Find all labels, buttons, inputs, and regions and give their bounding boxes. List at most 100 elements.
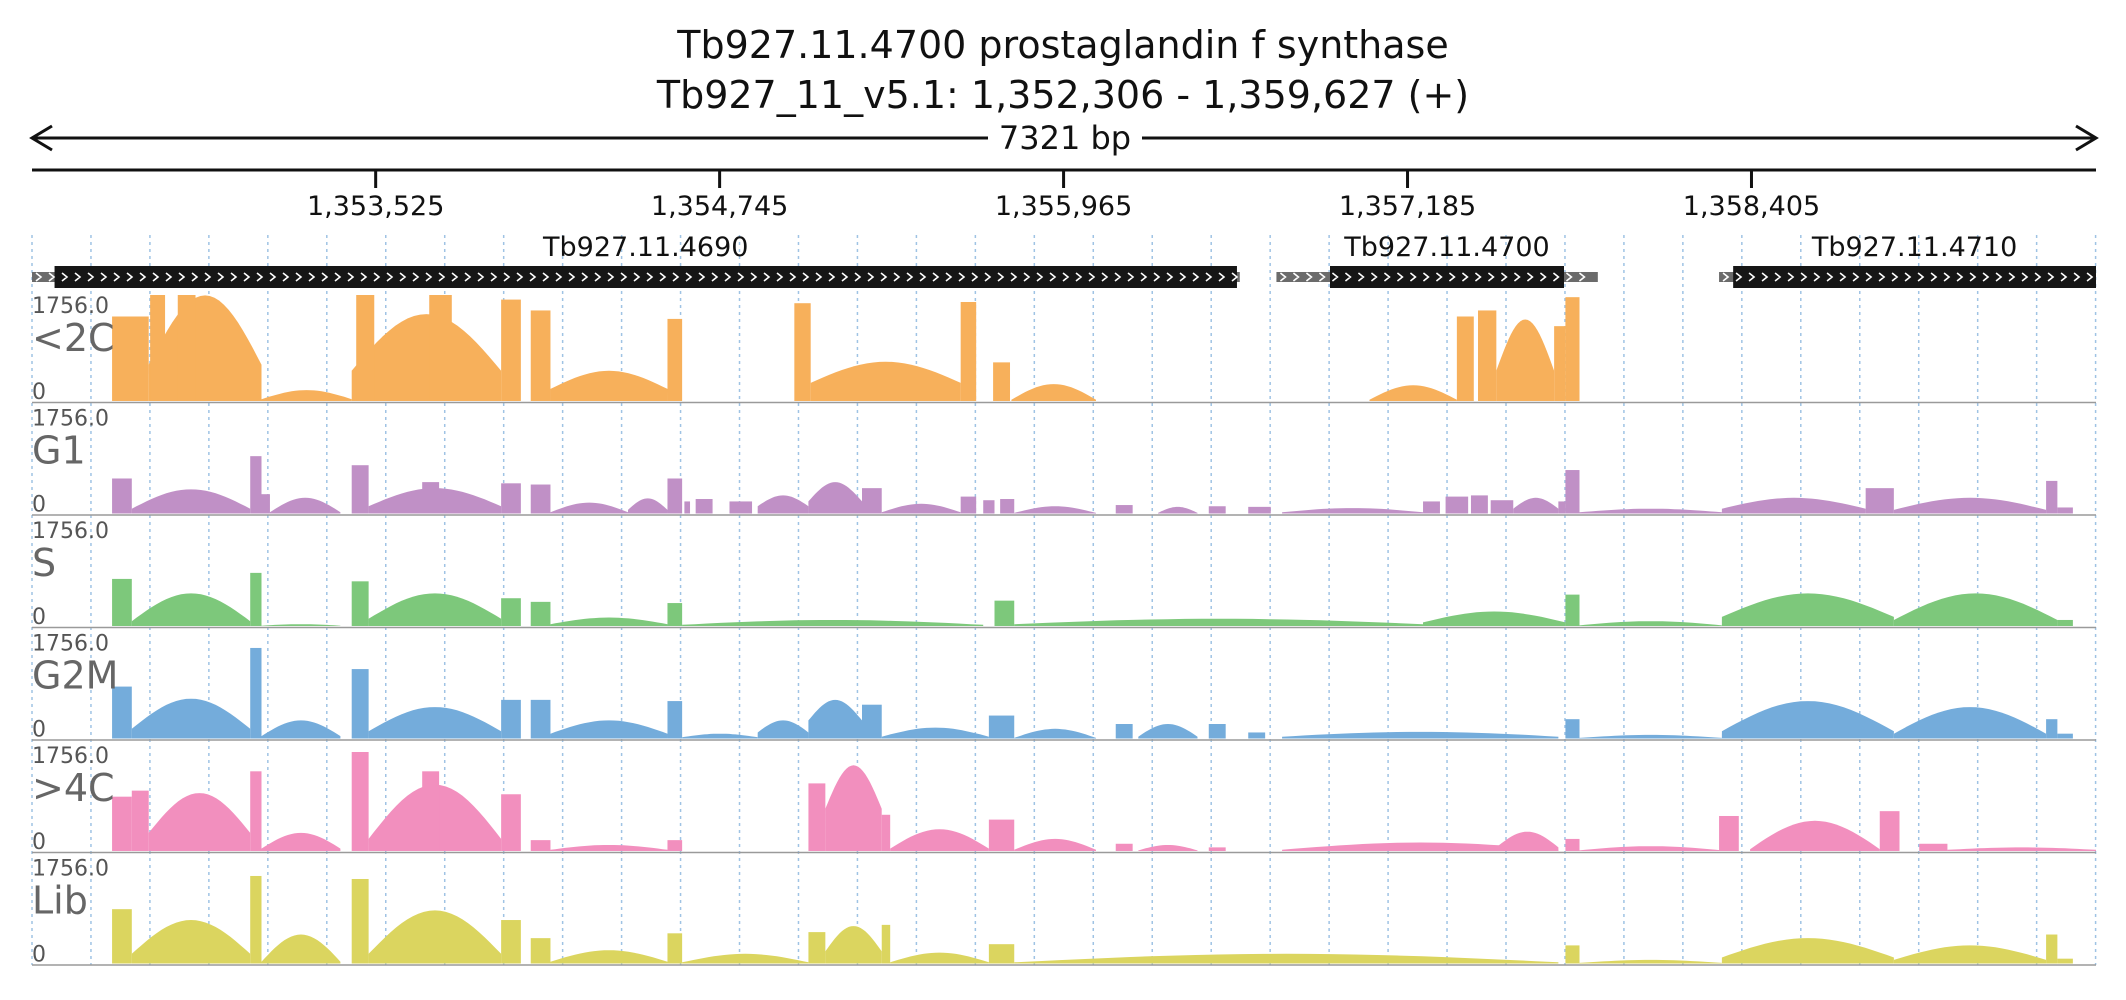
coverage-area <box>1579 621 1722 626</box>
y-min-label: 0 <box>32 493 46 518</box>
coverage-bar <box>861 488 882 514</box>
coverage-area <box>550 720 668 739</box>
coverage-bar <box>351 465 369 514</box>
coverage-bar <box>112 316 149 401</box>
coverage-bar <box>177 295 196 401</box>
coverage-area <box>1011 384 1096 401</box>
coverage-bar <box>808 783 826 851</box>
coverage-bar <box>1115 724 1133 739</box>
coverage-bar <box>983 500 995 514</box>
coverage-area <box>682 733 758 739</box>
coverage-area <box>1893 497 2047 514</box>
coverage-area <box>261 624 341 626</box>
coverage-bar <box>1470 495 1488 514</box>
coverage-bar <box>2057 733 2073 739</box>
gene-cds <box>1733 266 2096 288</box>
coverage-bar <box>501 299 521 401</box>
coverage-area <box>1579 734 1722 739</box>
coverage-area <box>368 707 502 739</box>
coverage-bar <box>667 603 683 626</box>
coverage-area <box>1158 506 1198 514</box>
coverage-bar <box>667 840 683 851</box>
coverage-bar <box>250 647 262 739</box>
coverage-bar <box>988 944 1015 964</box>
coverage-bar <box>112 478 132 514</box>
coverage-bar <box>112 909 132 964</box>
coverage-area <box>1496 831 1559 851</box>
coverage-bar <box>960 496 977 514</box>
gene-label: Tb927.11.4690 <box>542 232 748 263</box>
coverage-bar <box>695 499 713 514</box>
coverage-area <box>148 793 251 851</box>
coverage-bar <box>501 794 521 851</box>
coverage-bar <box>1565 719 1580 739</box>
coverage-area <box>1513 497 1559 514</box>
coverage-area <box>1893 707 2047 739</box>
coverage-bar <box>1565 838 1580 851</box>
coverage-area <box>131 593 251 626</box>
coverage-bar <box>429 295 452 401</box>
gene-label: Tb927.11.4700 <box>1343 232 1549 263</box>
coverage-area <box>757 720 809 739</box>
coverage-area <box>261 390 352 401</box>
coverage-bar <box>1719 815 1739 851</box>
y-min-label: 0 <box>32 605 46 630</box>
chart-title: Tb927.11.4700 prostaglandin f synthase <box>676 23 1448 67</box>
coverage-bar <box>1445 496 1469 514</box>
track-6: 1756.0 0 Lib <box>32 857 2096 968</box>
coverage-area <box>1282 842 1559 851</box>
coverage-area <box>1014 506 1096 514</box>
coverage-bar <box>1554 326 1566 401</box>
y-min-label: 0 <box>32 718 46 743</box>
x-tick-label: 1,357,185 <box>1339 191 1476 222</box>
coverage-bar <box>1478 310 1497 401</box>
coverage-bar <box>351 669 369 739</box>
coverage-bar <box>881 814 891 851</box>
coverage-bar <box>501 598 521 626</box>
y-max-label: 1756.0 <box>32 407 109 432</box>
coverage-area <box>1750 820 1880 851</box>
x-tick-label: 1,358,405 <box>1683 191 1820 222</box>
coverage-bar <box>1565 297 1580 401</box>
coverage-bar <box>1208 506 1226 514</box>
coverage-area <box>269 497 341 514</box>
span-length-label: 7321 bp <box>999 119 1131 157</box>
coverage-bar <box>530 601 551 626</box>
x-tick-label: 1,355,965 <box>995 191 1132 222</box>
coverage-bar <box>501 920 521 964</box>
coverage-bar <box>1565 594 1580 626</box>
coverage-bar <box>881 924 891 964</box>
coverage-area <box>261 832 341 851</box>
coverage-area <box>1014 953 1559 964</box>
coverage-bar <box>1208 847 1226 851</box>
coverage-bar <box>530 699 551 739</box>
coverage-area <box>550 370 668 401</box>
coverage-area <box>550 617 668 626</box>
coverage-area <box>1014 728 1096 739</box>
strand-arrows <box>1279 272 1586 282</box>
coverage-bar <box>667 933 683 964</box>
coverage-bar <box>988 715 1015 739</box>
coverage-area <box>825 926 882 964</box>
coverage-area <box>368 910 502 964</box>
coverage-area <box>1947 847 2096 851</box>
coverage-bar <box>994 600 1015 626</box>
coverage-bar <box>250 456 262 514</box>
coverage-bar <box>667 701 683 739</box>
coverage-bar <box>351 581 369 626</box>
y-max-label: 1756.0 <box>32 857 109 882</box>
coverage-bar <box>250 875 262 964</box>
coverage-area <box>810 361 961 401</box>
coverage-bar <box>1558 501 1566 514</box>
coverage-bar <box>501 483 521 514</box>
track-name: G1 <box>32 429 86 473</box>
coverage-bar <box>1490 500 1514 514</box>
coverage-bar <box>1423 501 1440 514</box>
coverage-bar <box>1865 488 1894 514</box>
gene-label: Tb927.11.4710 <box>1811 232 2017 263</box>
coverage-bar <box>250 771 262 851</box>
coverage-bar <box>1565 945 1580 964</box>
track-1: 1756.0 0 <2C <box>32 294 2096 405</box>
coverage-bar <box>261 494 270 514</box>
coverage-area <box>148 295 262 401</box>
